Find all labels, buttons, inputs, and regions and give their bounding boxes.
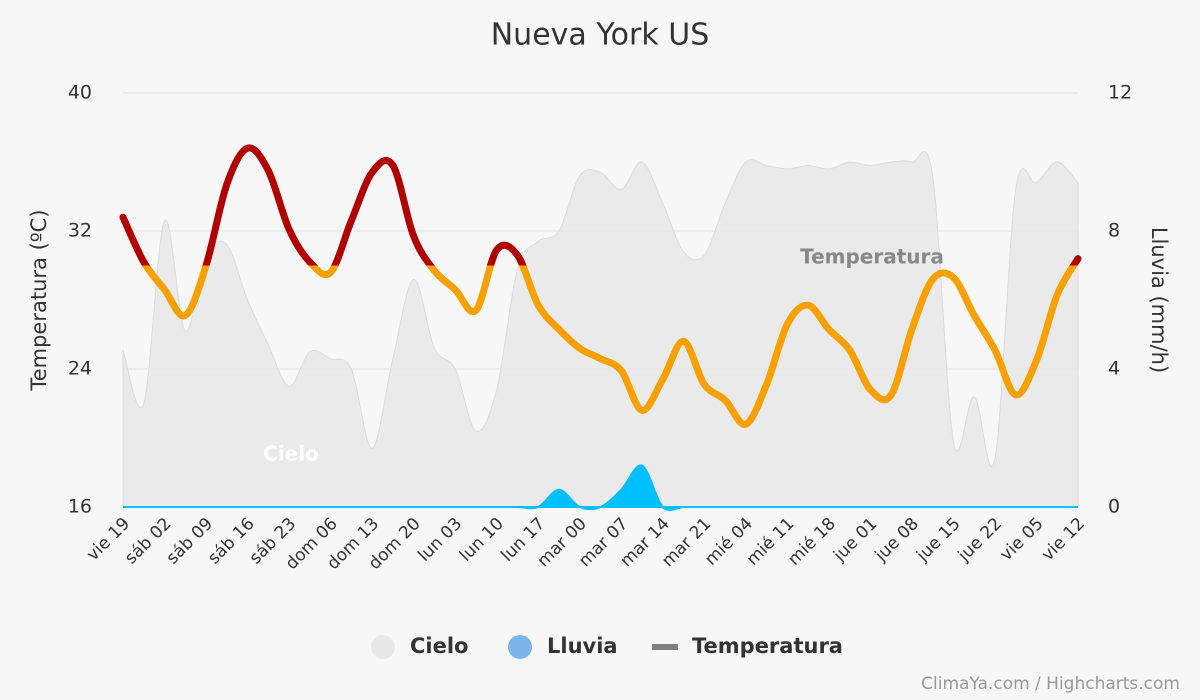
chart-title: Nueva York US [491,18,710,53]
area [122,150,1079,508]
line [119,144,1082,428]
annotation: Temperatura [800,245,944,269]
credits: ClimaYa.com / Highcharts.com [921,674,1180,694]
y-tick-label: 32 [68,220,92,242]
y2-tick-label: 8 [1108,220,1120,242]
legend-symbol [652,644,678,650]
legend-label: Cielo [410,634,468,658]
y-tick-label: 40 [68,82,92,104]
y2-axis-title: Lluvia (mm/h) [1147,227,1171,373]
y2-tick-label: 4 [1108,358,1120,380]
legend-label: Lluvia [547,634,618,658]
y-tick-label: 16 [68,496,92,518]
y-tick-label: 24 [68,358,92,380]
y2-tick-label: 12 [1108,82,1132,104]
y2-tick-label: 0 [1108,496,1120,518]
legend-symbol [508,635,532,659]
annotation: Cielo [263,442,319,466]
y-axis-title: Temperatura (ºC) [27,209,51,391]
area [122,464,1079,512]
legend-label: Temperatura [692,634,843,658]
legend-symbol [371,635,395,659]
